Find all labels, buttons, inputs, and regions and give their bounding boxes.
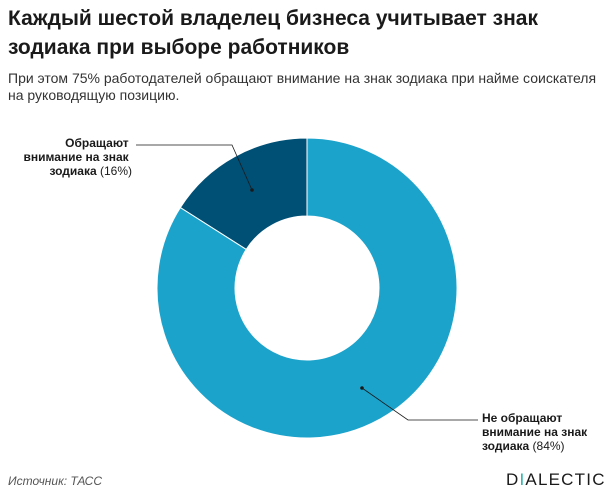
slice-label-not-attentive: Не обращают внимание на знак зодиака (84… (482, 411, 591, 453)
chart-subtitle: При этом 75% работодателей обращают вним… (8, 70, 597, 103)
leader-line-not-attentive (361, 387, 478, 421)
leader-dot-not-attentive (360, 386, 364, 390)
leader-dot-attentive (250, 188, 254, 192)
slice-label-attentive: Обращают внимание на знак зодиака (16%) (23, 136, 132, 178)
leader-line-attentive (136, 144, 253, 191)
source-note: Источник: ТАСС (8, 474, 102, 488)
chart-title: Каждый шестой владелец бизнеса учитывает… (8, 7, 538, 59)
dialectic-logo: DIALECTIC (506, 470, 606, 489)
slice-not-attentive (156, 137, 458, 439)
svg-text:DIALECTIC: DIALECTIC (506, 470, 606, 489)
